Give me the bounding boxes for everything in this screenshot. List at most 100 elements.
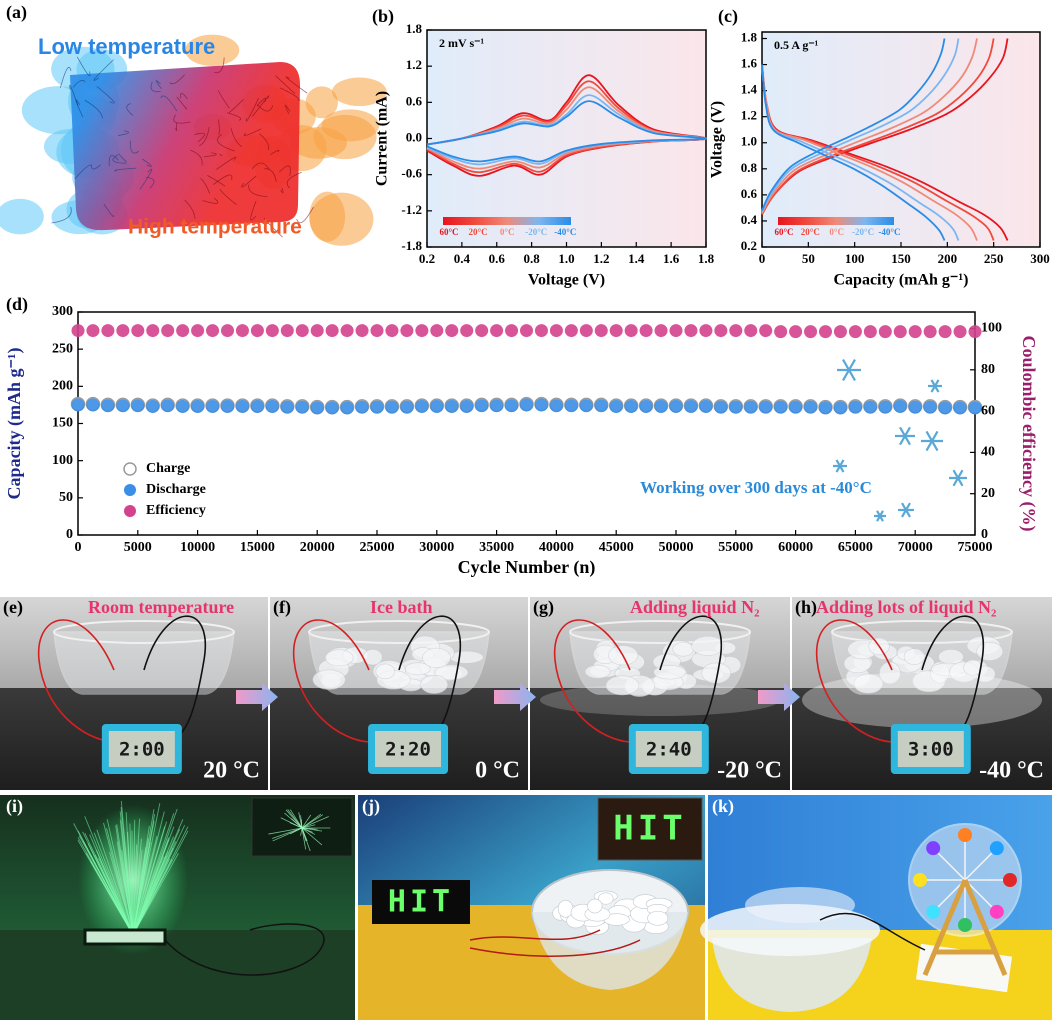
- led-text: HIT: [388, 885, 454, 920]
- legend-label: Charge: [146, 461, 190, 476]
- data-point: [371, 401, 384, 414]
- clock-time: 2:20: [385, 739, 431, 761]
- wheel-light: [990, 905, 1004, 919]
- data-point: [714, 401, 727, 414]
- ice: [904, 649, 924, 665]
- ice: [421, 675, 448, 693]
- legend-label: Discharge: [146, 482, 206, 497]
- data-point: [714, 324, 727, 337]
- plot-background: [427, 30, 706, 247]
- y-tick-label: 1.8: [406, 21, 423, 36]
- data-point: [954, 325, 967, 338]
- data-point: [251, 324, 264, 337]
- plot-frame: [78, 312, 975, 535]
- data-point: [625, 400, 638, 413]
- clock-time: 2:40: [646, 739, 692, 761]
- data-point: [684, 400, 697, 413]
- data-point: [116, 399, 129, 412]
- x-tick-label: 0.4: [454, 251, 471, 266]
- high-temp-text: High temperature: [128, 216, 302, 239]
- y2-tick-label: 100: [981, 321, 1002, 336]
- data-point: [789, 401, 802, 414]
- data-point: [116, 324, 129, 337]
- fog: [745, 887, 855, 923]
- data-point: [520, 398, 533, 411]
- data-point: [221, 324, 234, 337]
- x-tick-label: 70000: [898, 540, 933, 555]
- data-point: [72, 324, 85, 337]
- y-tick-label: 1.2: [741, 108, 757, 123]
- y-tick-label: 0.6: [406, 93, 423, 108]
- x-tick-label: 1.4: [628, 251, 645, 266]
- x-tick-label: 20000: [300, 540, 335, 555]
- data-point: [535, 324, 548, 337]
- data-point: [445, 400, 458, 413]
- wheel-light: [1003, 873, 1017, 887]
- x-tick-label: 65000: [838, 540, 873, 555]
- data-point: [909, 325, 922, 338]
- data-point: [580, 324, 593, 337]
- data-point: [490, 324, 503, 337]
- data-point: [864, 325, 877, 338]
- legend-label: -20°C: [525, 227, 547, 237]
- data-point: [744, 401, 757, 414]
- y-axis-title: Voltage (V): [709, 101, 726, 178]
- x-tick-label: 200: [938, 251, 958, 266]
- x-tick-label: 40000: [539, 540, 574, 555]
- data-point: [655, 400, 668, 413]
- ice: [376, 664, 395, 679]
- legend-label: -40°C: [878, 227, 900, 237]
- data-point: [146, 400, 159, 413]
- x-tick-label: 50: [802, 251, 815, 266]
- legend-marker: [124, 505, 136, 517]
- wheel-light: [958, 828, 972, 842]
- y2-tick-label: 80: [981, 362, 995, 377]
- y2-axis-title: Coulombic efficiency (%): [1018, 336, 1039, 532]
- photo-caption: Adding liquid N₂: [630, 597, 759, 617]
- data-point: [550, 324, 563, 337]
- data-point: [430, 324, 443, 337]
- data-point: [146, 324, 159, 337]
- data-point: [236, 324, 249, 337]
- panel-label: (d): [6, 294, 28, 315]
- x-tick-label: 0: [75, 540, 82, 555]
- data-point: [744, 324, 757, 337]
- data-point: [655, 324, 668, 337]
- data-point: [371, 324, 384, 337]
- ice: [977, 642, 1003, 660]
- x-tick-label: 75000: [958, 540, 993, 555]
- data-point: [774, 401, 787, 414]
- clock-time: 2:00: [119, 739, 165, 761]
- y-tick-label: 100: [52, 453, 73, 468]
- data-point: [640, 400, 653, 413]
- x-tick-label: 1.6: [663, 251, 680, 266]
- y-tick-label: -0.6: [401, 166, 422, 181]
- data-point: [924, 401, 937, 414]
- legend-label: 20°C: [801, 227, 820, 237]
- data-point: [281, 401, 294, 414]
- wheel-light: [926, 841, 940, 855]
- data-point: [475, 399, 488, 412]
- data-point: [580, 399, 593, 412]
- x-tick-label: 10000: [180, 540, 215, 555]
- y-axis-title: Capacity (mAh g⁻¹): [4, 348, 25, 500]
- orange-blob: [306, 86, 338, 118]
- x-tick-label: 55000: [718, 540, 753, 555]
- x-tick-label: 100: [845, 251, 865, 266]
- data-point: [415, 400, 428, 413]
- data-point: [445, 324, 458, 337]
- x-tick-label: 25000: [360, 540, 395, 555]
- ice: [558, 900, 573, 917]
- legend-marker: [124, 463, 136, 475]
- data-point: [176, 400, 189, 413]
- data-point: [236, 400, 249, 413]
- data-point: [341, 401, 354, 414]
- legend-marker: [124, 484, 136, 496]
- data-point: [550, 399, 563, 412]
- ice: [654, 665, 686, 679]
- data-point: [326, 401, 339, 414]
- ice: [325, 650, 353, 666]
- ice: [313, 670, 346, 690]
- data-point: [834, 401, 847, 414]
- x-tick-label: 0.6: [489, 251, 506, 266]
